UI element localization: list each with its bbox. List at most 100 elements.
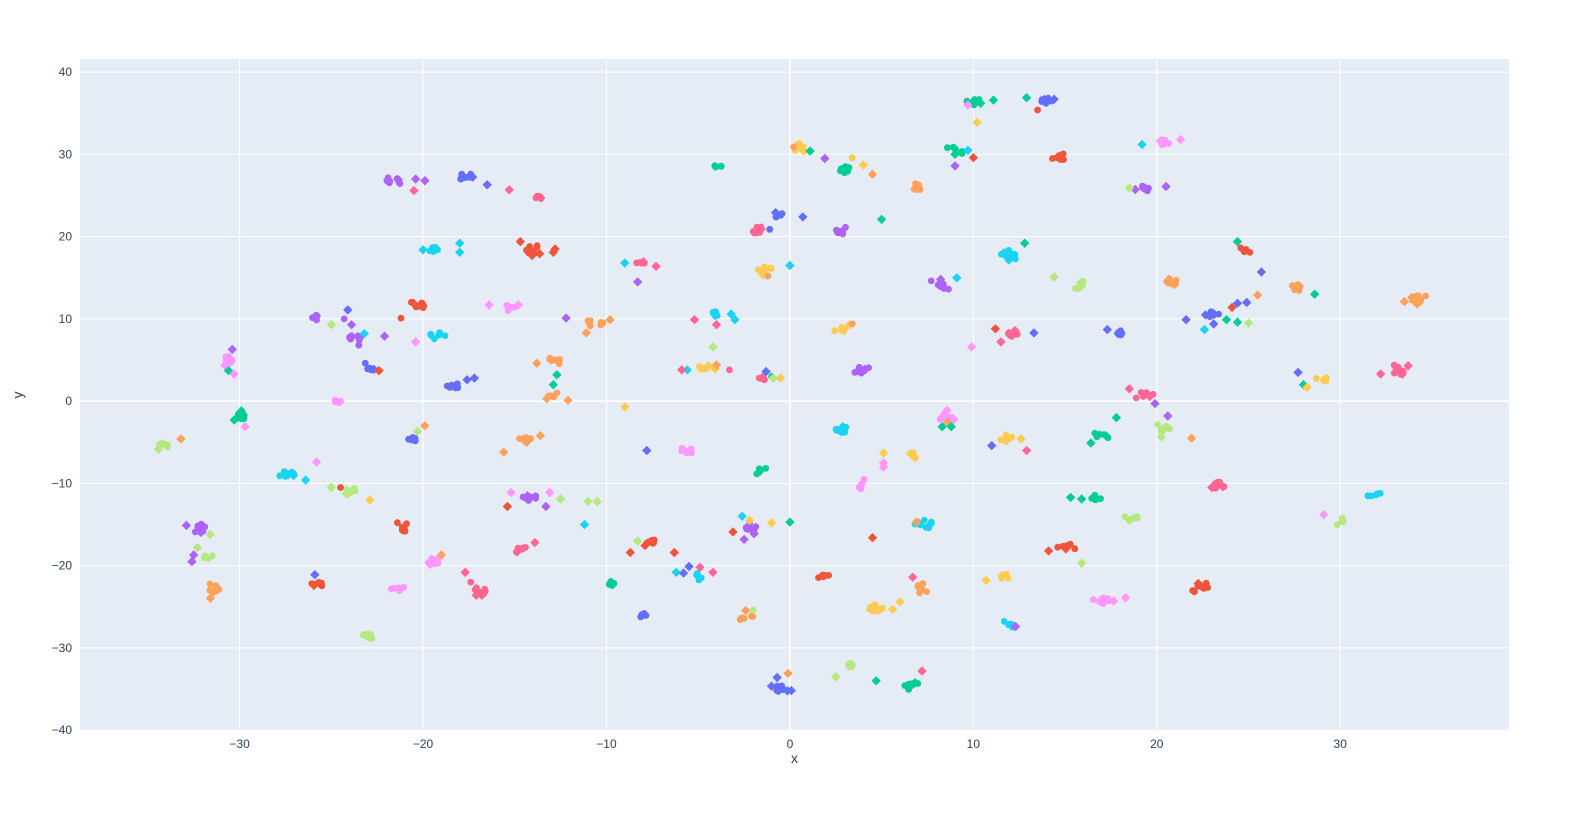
data-point-diamond[interactable] xyxy=(1150,398,1160,409)
data-point-diamond[interactable] xyxy=(205,529,215,540)
data-point-circle[interactable] xyxy=(845,660,856,671)
data-point-circle[interactable] xyxy=(213,587,221,595)
data-point-diamond[interactable] xyxy=(579,519,590,530)
data-point-circle[interactable] xyxy=(206,580,214,588)
data-point-diamond[interactable] xyxy=(153,444,164,454)
data-point-diamond[interactable] xyxy=(189,550,199,560)
data-point-circle[interactable] xyxy=(350,485,358,493)
data-point-circle[interactable] xyxy=(1096,431,1104,438)
data-point-diamond[interactable] xyxy=(1243,318,1254,328)
data-point-circle[interactable] xyxy=(901,682,909,689)
data-point-diamond[interactable] xyxy=(365,495,375,505)
data-point-diamond[interactable] xyxy=(783,668,793,679)
data-point-diamond[interactable] xyxy=(504,185,514,195)
data-point-diamond[interactable] xyxy=(946,422,956,432)
data-point-circle[interactable] xyxy=(855,483,863,491)
data-point-diamond[interactable] xyxy=(1232,236,1243,247)
data-point-diamond[interactable] xyxy=(1407,292,1417,303)
data-point-diamond[interactable] xyxy=(1029,328,1039,338)
data-point-diamond[interactable] xyxy=(625,547,635,558)
plot-area[interactable] xyxy=(80,59,1509,731)
data-point-diamond[interactable] xyxy=(1076,494,1087,504)
data-point-circle[interactable] xyxy=(958,148,966,155)
data-point-diamond[interactable] xyxy=(1102,324,1112,335)
data-point-diamond[interactable] xyxy=(776,373,786,383)
data-point-diamond[interactable] xyxy=(737,511,747,521)
data-point-circle[interactable] xyxy=(427,330,435,338)
data-point-diamond[interactable] xyxy=(482,180,492,190)
data-point-circle[interactable] xyxy=(753,470,761,478)
data-point-circle[interactable] xyxy=(331,398,339,406)
data-point-circle[interactable] xyxy=(1054,543,1062,551)
data-point-circle[interactable] xyxy=(1154,421,1161,428)
data-point-diamond[interactable] xyxy=(418,245,428,255)
data-point-diamond[interactable] xyxy=(581,328,591,338)
data-point-circle[interactable] xyxy=(726,366,733,374)
data-point-diamond[interactable] xyxy=(411,174,421,184)
data-point-diamond[interactable] xyxy=(227,344,237,355)
data-point-diamond[interactable] xyxy=(341,488,351,499)
data-point-circle[interactable] xyxy=(681,447,689,454)
data-point-circle[interactable] xyxy=(1288,282,1296,290)
data-point-circle[interactable] xyxy=(773,682,781,690)
data-point-diamond[interactable] xyxy=(963,100,973,110)
data-point-circle[interactable] xyxy=(1333,521,1341,529)
data-point-diamond[interactable] xyxy=(766,681,777,691)
data-point-diamond[interactable] xyxy=(671,567,681,577)
data-point-circle[interactable] xyxy=(436,329,443,336)
data-point-diamond[interactable] xyxy=(420,176,430,186)
data-point-circle[interactable] xyxy=(766,264,774,272)
data-point-diamond[interactable] xyxy=(917,666,927,676)
data-point-circle[interactable] xyxy=(1422,292,1430,300)
data-point-diamond[interactable] xyxy=(950,149,960,159)
data-point-diamond[interactable] xyxy=(359,329,369,339)
data-point-diamond[interactable] xyxy=(1109,596,1119,606)
data-point-diamond[interactable] xyxy=(878,448,889,458)
data-point-diamond[interactable] xyxy=(605,315,615,325)
data-point-diamond[interactable] xyxy=(477,590,487,600)
data-point-circle[interactable] xyxy=(837,167,844,175)
data-point-circle[interactable] xyxy=(1166,425,1173,433)
data-point-circle[interactable] xyxy=(1132,394,1140,402)
data-point-diamond[interactable] xyxy=(997,571,1007,581)
data-point-diamond[interactable] xyxy=(536,193,546,203)
data-point-diamond[interactable] xyxy=(708,342,718,352)
data-point-diamond[interactable] xyxy=(288,470,299,481)
data-point-diamond[interactable] xyxy=(1010,325,1020,336)
data-point-diamond[interactable] xyxy=(1001,435,1012,445)
data-point-circle[interactable] xyxy=(533,243,541,251)
data-point-circle[interactable] xyxy=(586,322,594,330)
data-point-diamond[interactable] xyxy=(1181,315,1191,325)
data-point-diamond[interactable] xyxy=(798,212,808,222)
data-point-diamond[interactable] xyxy=(436,550,447,560)
data-point-diamond[interactable] xyxy=(831,672,841,682)
data-point-diamond[interactable] xyxy=(726,309,736,319)
data-point-diamond[interactable] xyxy=(181,520,192,531)
data-point-circle[interactable] xyxy=(1092,496,1099,504)
data-point-diamond[interactable] xyxy=(695,562,705,572)
data-point-diamond[interactable] xyxy=(311,457,322,467)
data-point-diamond[interactable] xyxy=(895,597,905,607)
data-point-circle[interactable] xyxy=(206,586,214,594)
data-point-circle[interactable] xyxy=(1390,369,1398,377)
data-point-diamond[interactable] xyxy=(935,274,946,285)
data-point-diamond[interactable] xyxy=(471,590,481,600)
data-point-diamond[interactable] xyxy=(1319,510,1329,520)
data-point-diamond[interactable] xyxy=(1043,546,1054,556)
data-point-diamond[interactable] xyxy=(1021,93,1032,103)
data-point-circle[interactable] xyxy=(164,442,171,450)
data-point-diamond[interactable] xyxy=(484,300,494,310)
data-point-circle[interactable] xyxy=(280,468,288,476)
data-point-diamond[interactable] xyxy=(728,527,738,537)
data-point-circle[interactable] xyxy=(441,332,449,340)
data-point-diamond[interactable] xyxy=(522,491,533,501)
data-point-circle[interactable] xyxy=(851,368,859,376)
data-point-circle[interactable] xyxy=(204,555,212,562)
data-point-diamond[interactable] xyxy=(678,568,689,578)
data-point-circle[interactable] xyxy=(839,227,847,235)
data-point-diamond[interactable] xyxy=(550,244,560,254)
data-point-diamond[interactable] xyxy=(878,462,889,472)
data-point-diamond[interactable] xyxy=(1137,139,1147,150)
data-point-diamond[interactable] xyxy=(1375,369,1386,379)
data-point-diamond[interactable] xyxy=(669,547,679,558)
